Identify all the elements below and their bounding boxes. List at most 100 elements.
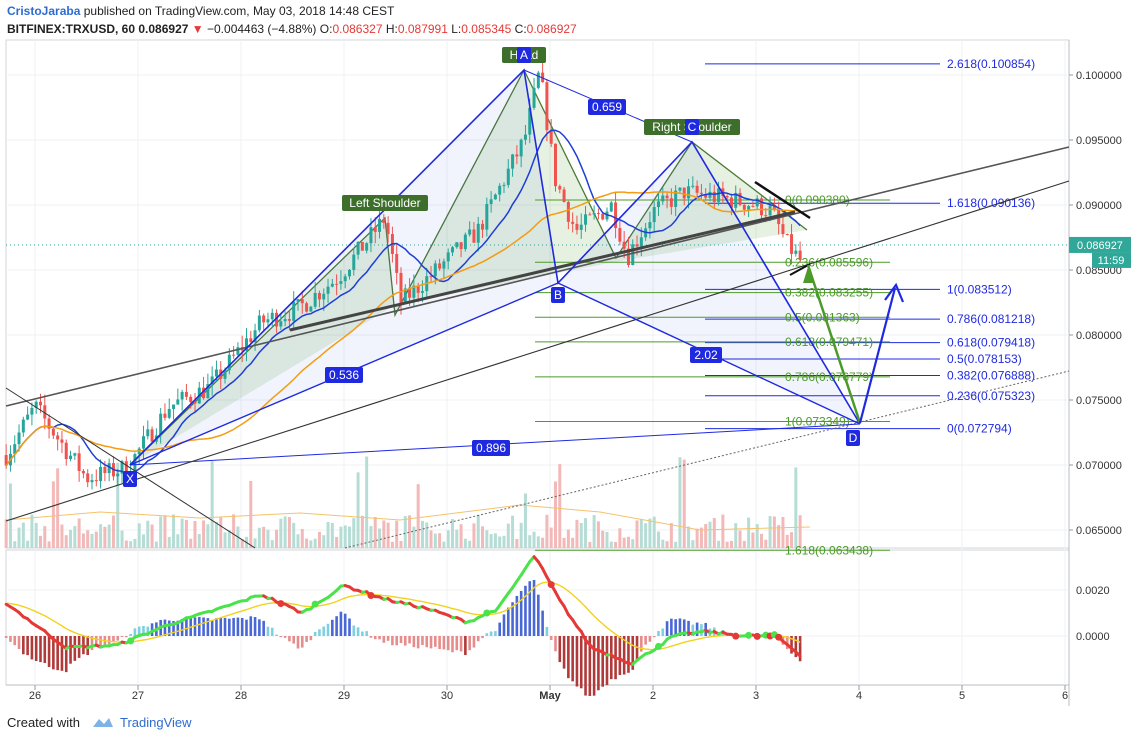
macd-histogram-bar [794,636,798,658]
candle-body [485,204,489,230]
volume-bar [661,539,665,548]
macd-histogram-bar [682,619,686,636]
candle-body [180,391,184,400]
volume-bar [472,523,476,548]
y-tick-label: 0.095000 [1076,135,1122,147]
volume-bar [64,535,68,548]
candle-body [695,185,699,193]
volume-bar [609,541,613,548]
volume-bar [116,462,120,548]
author-name[interactable]: CristoJaraba [7,4,81,18]
volume-bar [103,526,107,548]
volume-bar [56,468,60,548]
candle-body [184,391,188,397]
candle-body [124,461,128,477]
macd-histogram-bar [691,624,695,636]
volume-bar [708,521,712,548]
candle-body [94,480,98,482]
macd-cross-dot [311,600,319,608]
volume-bar [26,540,30,548]
candle-body [519,139,523,157]
candle-body [656,201,660,208]
volume-bar [553,481,557,548]
time-badge: 11:59 [1098,255,1125,267]
macd-histogram-bar [549,636,553,640]
volume-bar [227,530,231,548]
candle-body [459,242,463,250]
macd-histogram-bar [369,636,373,638]
macd-histogram-bar [554,636,557,652]
y-tick-label: 0.090000 [1076,200,1122,212]
candle-body [429,276,433,278]
candle-body [373,227,377,232]
point-d-label-box [846,430,860,446]
candle-body [227,354,231,371]
green-projection-line [806,264,862,424]
macd-cross-dot [753,632,761,640]
volume-bar [463,538,467,548]
macd-histogram-bar [331,619,334,636]
volume-bar [468,540,472,548]
candle-body [601,213,605,220]
macd-histogram-bar [627,636,630,673]
y-tick-label: 0.065000 [1076,525,1122,537]
volume-bar [652,516,656,548]
volume-bar [481,526,485,548]
macd-histogram-bar [356,627,360,636]
ratio-xa-label-box [325,367,363,383]
macd-histogram-bar [378,636,381,640]
macd-histogram-bar [657,630,660,636]
macd-histogram-bar [30,636,34,660]
macd-histogram-bar [215,618,218,636]
macd-histogram-bar [464,636,467,656]
macd-cross-dot [127,637,135,645]
macd-histogram-bar [270,627,274,636]
volume-bar [562,537,566,548]
candle-body [481,223,485,230]
candle-body [352,254,356,270]
macd-y-tick-label: 0.0000 [1076,631,1110,643]
candle-body [764,215,768,217]
macd-histogram-bar [502,614,506,636]
open-value: 0.086327 [332,22,383,36]
candle-body [253,330,257,342]
candle-body [365,243,369,251]
volume-bar [502,535,506,548]
volume-bar [536,536,540,548]
point-x-label: X [126,472,134,486]
close-value: 0.086927 [526,22,577,36]
volume-bar [17,527,21,548]
volume-bar [99,524,103,548]
candle-body [438,263,442,269]
candle-body [279,321,283,327]
candle-body [335,283,339,285]
black-tick-line [789,263,811,276]
fib-levels: 2.618(0.100854) 1.618(0.090136) 1(0.083512… [6,57,1069,557]
candle-body [468,229,472,235]
volume-bar [189,538,193,548]
x-tick-label: 28 [235,690,247,702]
macd-histogram-bar [43,636,47,664]
macd-histogram-bar [584,636,587,696]
volume-bar [772,516,776,548]
volume-bar [687,526,691,548]
macd-histogram-bar [107,636,111,645]
tradingview-brand[interactable]: TradingView [120,715,192,730]
macd-histogram-bar [163,619,167,636]
volume-bar [339,526,343,548]
candle-body [120,461,124,474]
volume-bar [193,521,197,548]
volume-bar [738,530,742,548]
candle-body [678,187,682,191]
volume-bar [197,533,201,548]
candle-body [141,436,145,449]
candle-body [51,428,55,436]
volume-bar [446,530,450,548]
blue-projection-line [858,287,897,424]
macd-histogram-bar [22,636,25,655]
volume-bar [734,523,738,548]
candle-body [313,293,317,307]
macd-histogram-bar [167,620,171,636]
macd-histogram-bar [567,636,570,679]
